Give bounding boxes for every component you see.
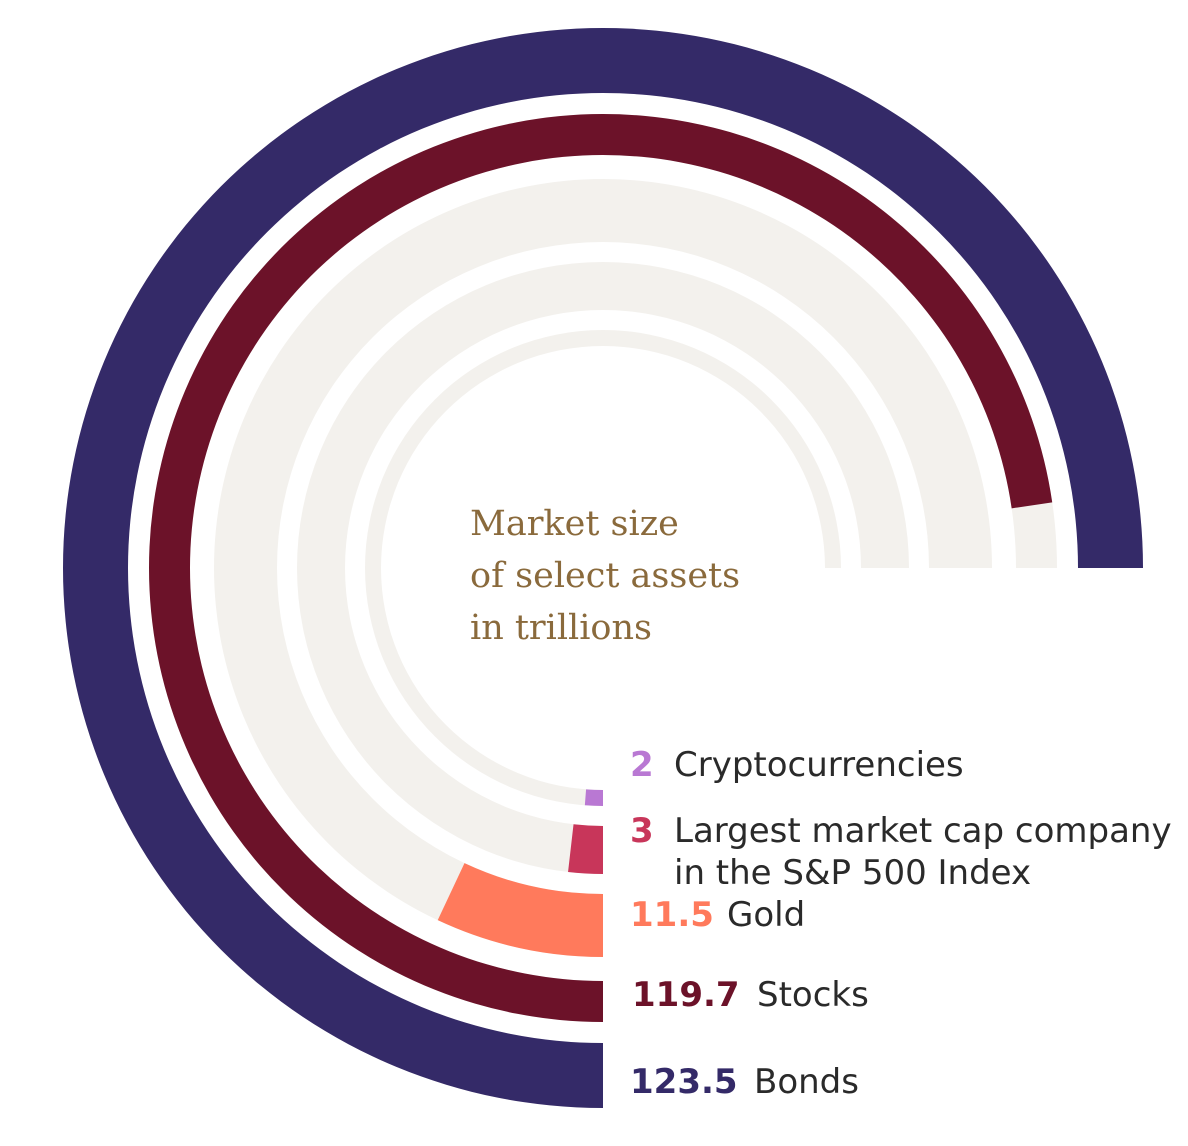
chart-title: Market size of select assets in trillion… [470,504,740,648]
chart-title-line-2: of select assets [470,556,740,596]
chart-title-line-1: Market size [470,504,679,544]
value-label-largest-company: 3 [630,811,654,851]
value-label-bonds: 123.5 [630,1062,738,1102]
chart-title-line-3: in trillions [470,608,652,648]
value-label-gold: 11.5 [630,895,714,935]
series-label-bonds: Bonds [754,1062,859,1102]
series-label-largest-company-line-2: in the S&P 500 Index [674,853,1031,893]
series-labels: 2 Cryptocurrencies 3 Largest market cap … [630,745,1172,1102]
ring-bars [63,28,1143,1108]
bar-gold [437,863,603,957]
bar-cryptocurrencies [584,789,603,807]
series-label-largest-company-line-1: Largest market cap company [674,811,1172,851]
series-label-gold: Gold [727,895,805,935]
bar-largest-market-cap-company-in-the-s-p-500-index [568,824,603,874]
series-label-cryptocurrencies: Cryptocurrencies [674,745,964,785]
value-label-stocks: 119.7 [632,975,740,1015]
series-label-stocks: Stocks [757,975,869,1015]
value-label-cryptocurrencies: 2 [630,745,654,785]
